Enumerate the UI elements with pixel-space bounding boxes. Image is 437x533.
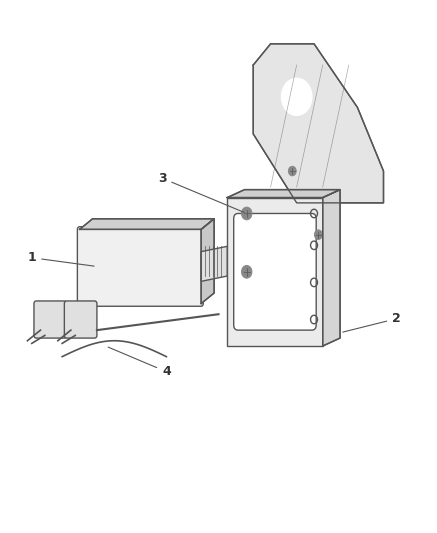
Text: 1: 1 [28, 251, 94, 266]
Polygon shape [253, 44, 384, 203]
Text: 3: 3 [158, 172, 244, 213]
Polygon shape [323, 190, 340, 346]
Polygon shape [80, 219, 214, 229]
Polygon shape [201, 219, 214, 304]
FancyBboxPatch shape [34, 301, 66, 338]
Bar [227, 198, 323, 346]
FancyBboxPatch shape [77, 227, 203, 306]
Polygon shape [227, 190, 340, 198]
Circle shape [242, 265, 252, 278]
Circle shape [315, 230, 322, 239]
Polygon shape [201, 246, 227, 281]
Text: 2: 2 [343, 312, 401, 332]
FancyBboxPatch shape [64, 301, 97, 338]
FancyBboxPatch shape [234, 214, 316, 330]
Circle shape [288, 166, 296, 176]
Circle shape [242, 207, 252, 220]
Text: 4: 4 [108, 347, 171, 378]
Circle shape [281, 78, 312, 115]
